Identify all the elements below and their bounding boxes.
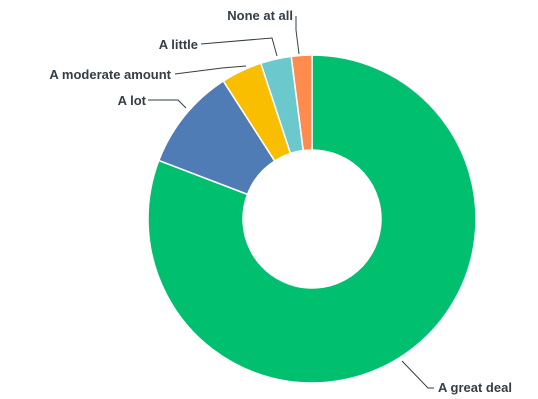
chart-leaders [148, 16, 434, 389]
slice-label-a-great-deal: A great deal [438, 380, 512, 395]
leader-line-a-great-deal [401, 360, 434, 389]
slice-label-a-lot: A lot [118, 93, 147, 108]
slice-label-a-moderate-amount: A moderate amount [49, 67, 171, 82]
chart-slices [147, 54, 477, 384]
leader-line-a-lot [148, 99, 187, 109]
leader-line-a-moderate-amount [174, 65, 247, 75]
slice-a-great-deal [147, 54, 477, 384]
chart-labels: A great deal A lot A moderate amount A l… [49, 8, 512, 395]
leader-line-a-little [200, 37, 278, 57]
slice-label-a-little: A little [159, 37, 198, 52]
slice-none-at-all [290, 54, 313, 152]
leader-line-none-at-all [295, 16, 300, 55]
slice-label-none-at-all: None at all [227, 8, 293, 23]
